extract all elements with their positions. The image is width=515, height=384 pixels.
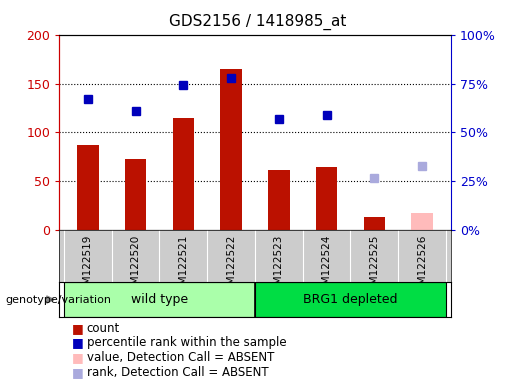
Text: GSM122525: GSM122525 xyxy=(369,235,379,298)
Text: count: count xyxy=(87,322,120,335)
Bar xyxy=(411,213,433,230)
Bar xyxy=(125,159,146,230)
Bar xyxy=(77,145,98,230)
Text: ■: ■ xyxy=(72,322,84,335)
Bar xyxy=(220,69,242,230)
Text: ■: ■ xyxy=(72,351,84,364)
Bar xyxy=(268,170,289,230)
Bar xyxy=(64,282,255,317)
Text: ■: ■ xyxy=(72,366,84,379)
Text: genotype/variation: genotype/variation xyxy=(5,295,111,305)
Text: wild type: wild type xyxy=(131,293,188,306)
Bar xyxy=(364,217,385,230)
Bar xyxy=(316,167,337,230)
Text: GSM122524: GSM122524 xyxy=(321,235,332,298)
Text: GSM122522: GSM122522 xyxy=(226,235,236,298)
Bar xyxy=(173,118,194,230)
Text: value, Detection Call = ABSENT: value, Detection Call = ABSENT xyxy=(87,351,274,364)
Text: GSM122526: GSM122526 xyxy=(417,235,427,298)
Bar xyxy=(255,282,446,317)
Text: rank, Detection Call = ABSENT: rank, Detection Call = ABSENT xyxy=(87,366,268,379)
Text: GSM122520: GSM122520 xyxy=(131,235,141,298)
Text: GSM122521: GSM122521 xyxy=(178,235,188,298)
Text: percentile rank within the sample: percentile rank within the sample xyxy=(87,336,286,349)
Text: GSM122519: GSM122519 xyxy=(83,235,93,298)
Text: GDS2156 / 1418985_at: GDS2156 / 1418985_at xyxy=(169,13,346,30)
Text: GSM122523: GSM122523 xyxy=(274,235,284,298)
Text: ■: ■ xyxy=(72,336,84,349)
Text: BRG1 depleted: BRG1 depleted xyxy=(303,293,398,306)
